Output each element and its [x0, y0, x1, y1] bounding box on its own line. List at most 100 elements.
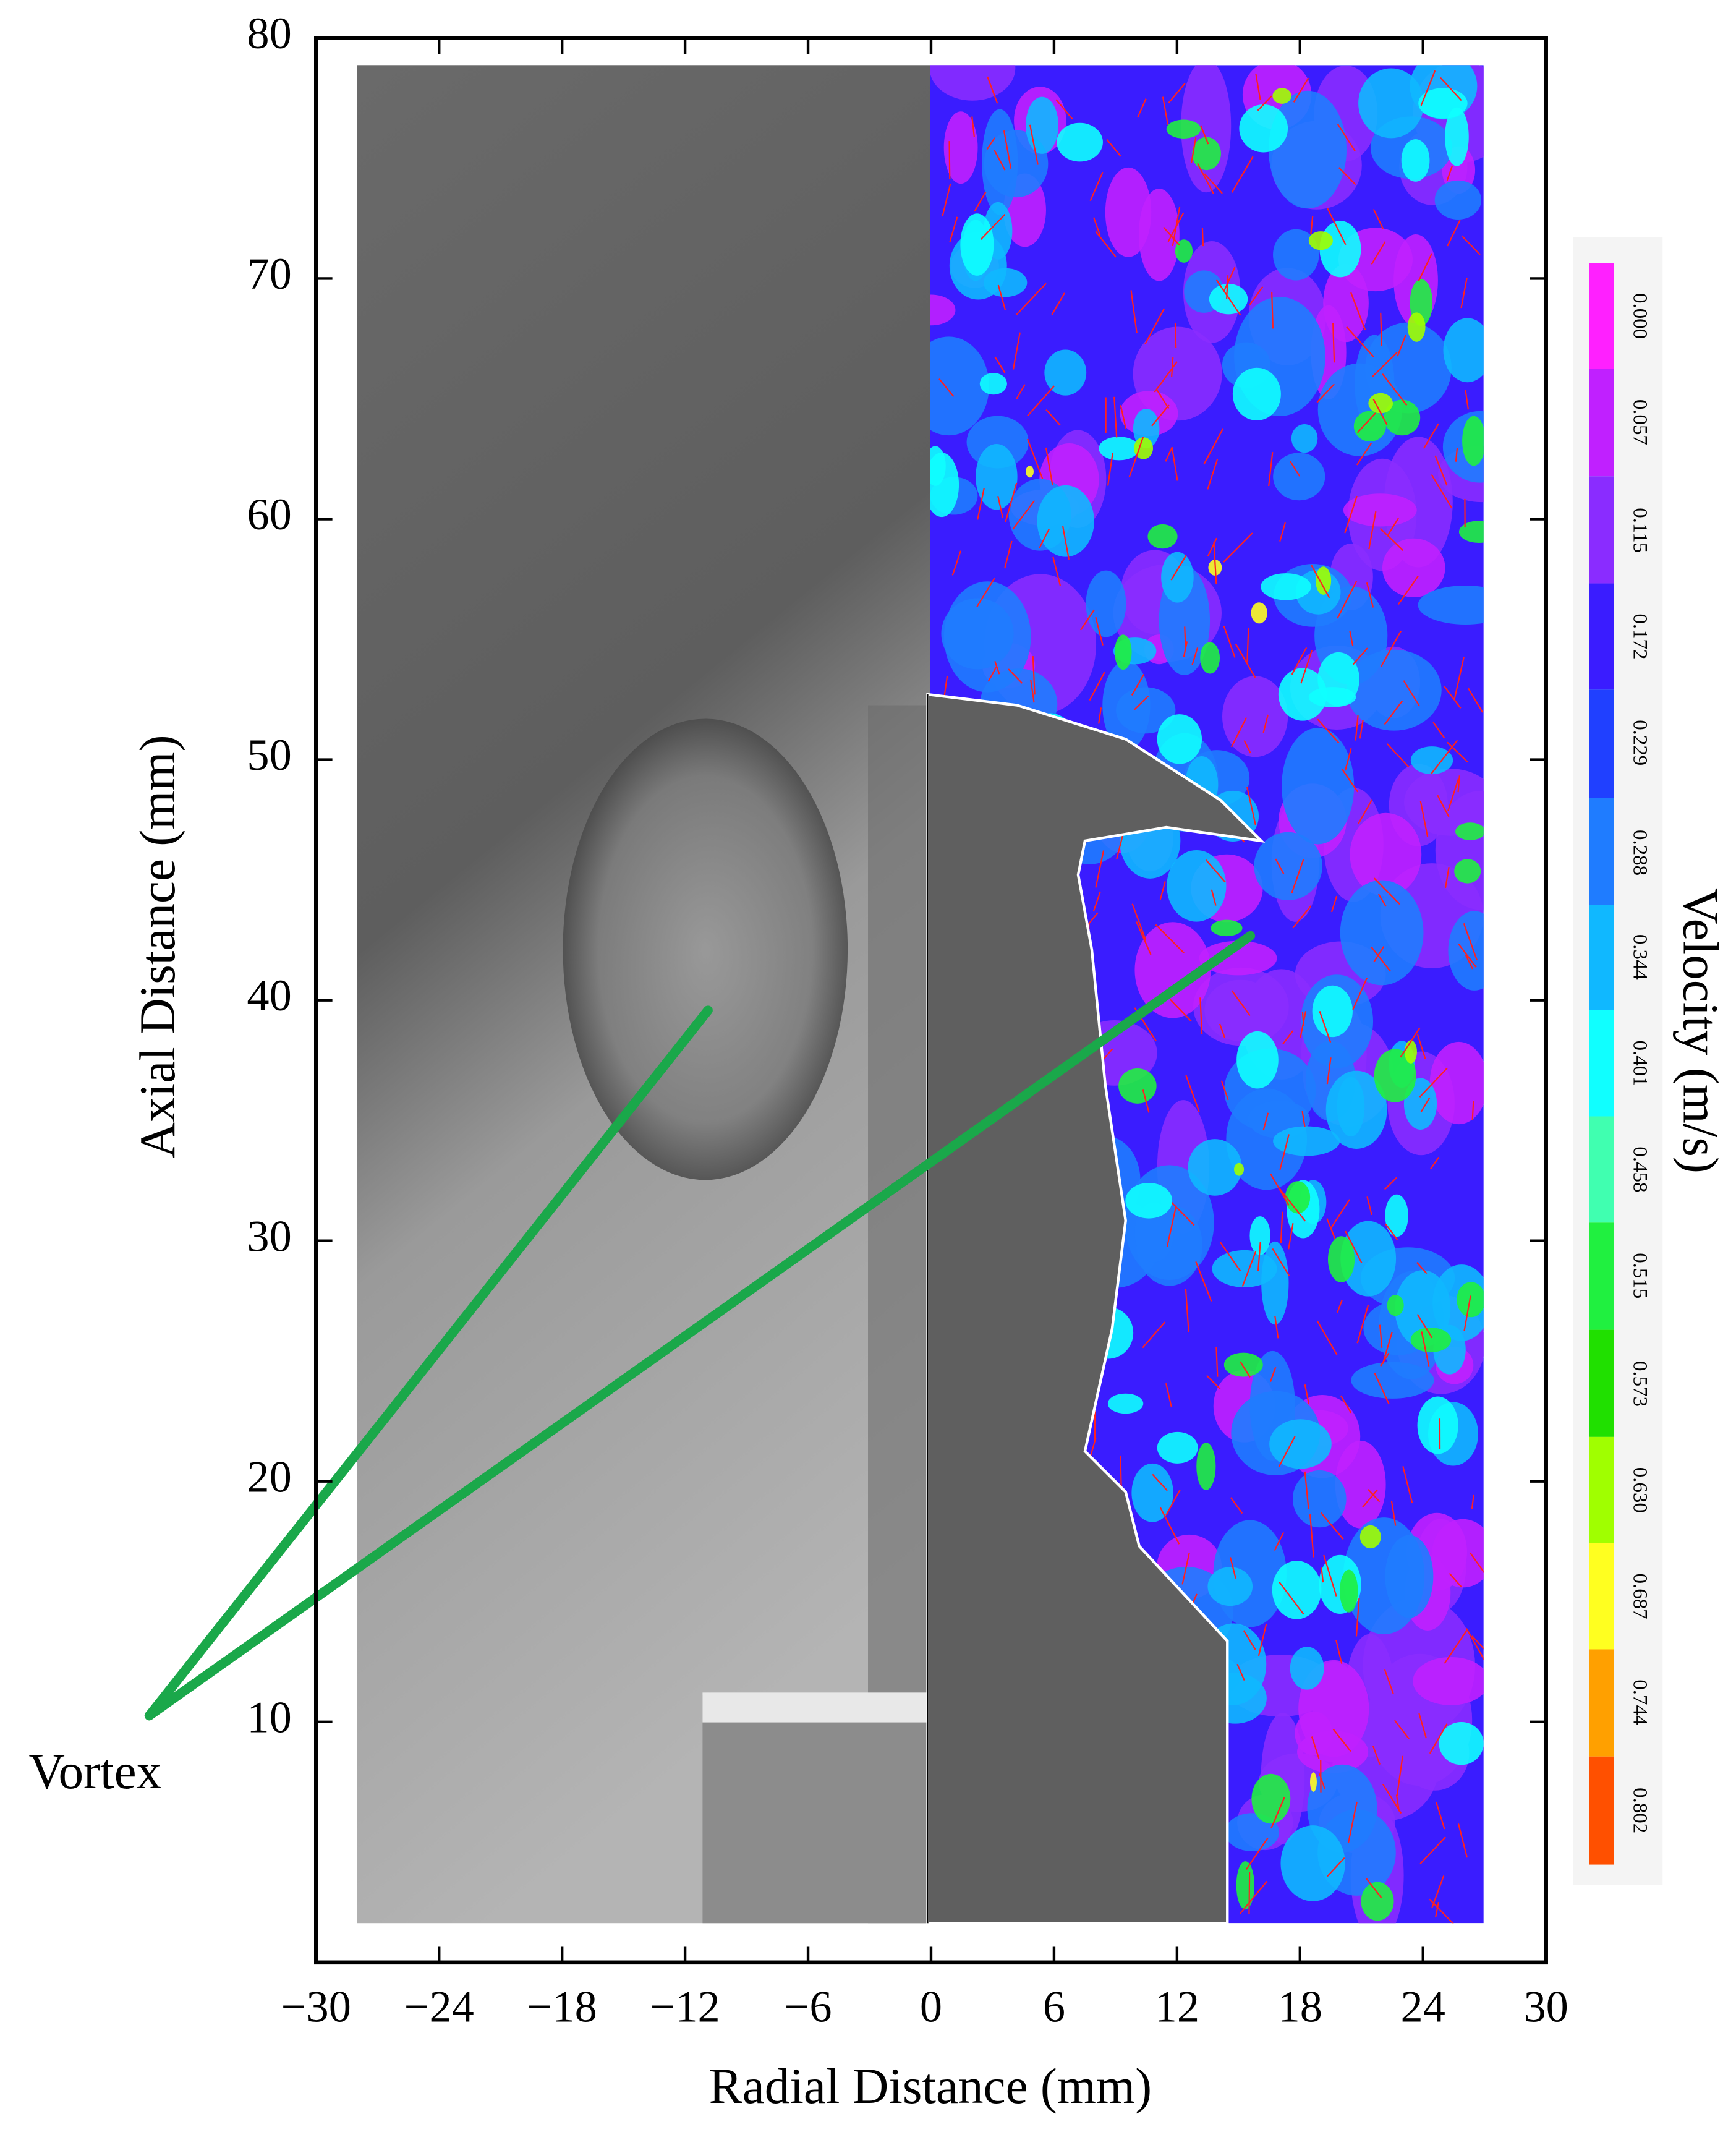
velocity-arrow — [1030, 680, 1035, 703]
velocity-arrow — [1385, 1223, 1398, 1240]
velocity-arrow — [1004, 540, 1013, 569]
velocity-arrow — [1384, 700, 1403, 725]
field-blob — [1346, 649, 1442, 731]
velocity-arrow — [1226, 275, 1229, 299]
velocity-arrow — [1437, 795, 1450, 817]
velocity-arrow — [1230, 717, 1248, 748]
velocity-arrow — [997, 495, 1004, 519]
velocity-arrow — [1359, 719, 1364, 739]
colorbar-band — [1589, 1649, 1614, 1757]
velocity-arrow — [1372, 398, 1388, 425]
field-blob — [1417, 1396, 1458, 1454]
velocity-arrow — [1419, 1067, 1448, 1098]
velocity-arrow — [1311, 565, 1330, 599]
velocity-arrow — [1045, 447, 1053, 486]
field-blob — [1157, 1431, 1198, 1464]
colorbar-band — [1589, 1436, 1614, 1543]
velocity-arrow — [1051, 292, 1065, 315]
velocity-arrow — [1317, 718, 1340, 744]
velocity-arrow — [1471, 1494, 1474, 1509]
velocity-arrow — [1341, 769, 1359, 793]
velocity-arrow — [1012, 500, 1036, 530]
velocity-arrow — [1089, 171, 1104, 202]
velocity-arrow — [1292, 905, 1312, 929]
velocity-arrow — [976, 578, 995, 607]
colorbar-tick-label: 0.515 — [1628, 1253, 1651, 1298]
velocity-arrow — [1062, 526, 1070, 560]
field-blob — [1290, 1647, 1324, 1690]
velocity-arrow — [1055, 99, 1073, 120]
field-blob — [1285, 1181, 1311, 1214]
velocity-arrow — [1418, 1713, 1427, 1739]
velocity-arrow — [1340, 1395, 1352, 1414]
x-tick-label: −18 — [527, 1982, 597, 2031]
velocity-arrow — [1465, 954, 1473, 970]
nozzle-edge — [702, 1692, 928, 1723]
velocity-arrow — [1229, 1557, 1236, 1579]
field-blob — [1107, 1393, 1144, 1414]
plot-area — [144, 65, 1484, 1925]
field-blob — [1273, 1126, 1340, 1156]
velocity-arrow — [1462, 235, 1481, 255]
field-blob — [1340, 1221, 1397, 1297]
velocity-arrow — [1346, 326, 1374, 357]
velocity-arrow — [1270, 1797, 1285, 1829]
velocity-arrow — [1045, 409, 1061, 426]
field-blob — [1037, 485, 1094, 557]
field-blob — [1282, 728, 1355, 845]
field-blob — [1353, 411, 1386, 442]
velocity-arrow — [1174, 323, 1177, 348]
velocity-arrow — [1220, 1080, 1229, 1101]
field-blob — [1086, 570, 1126, 637]
velocity-arrow — [1241, 1251, 1257, 1287]
field-blob — [1445, 107, 1469, 166]
velocity-arrow — [1381, 630, 1402, 667]
velocity-arrow — [1356, 1305, 1369, 1344]
annotation: Vortex — [28, 1744, 161, 1799]
velocity-arrow — [994, 356, 1006, 373]
velocity-arrow — [1465, 390, 1469, 410]
field-blob — [1261, 1241, 1289, 1325]
field-blob — [1114, 634, 1132, 670]
field-blob — [1134, 922, 1211, 1018]
colorbar-tick-label: 0.458 — [1628, 1146, 1651, 1192]
field-blob — [1308, 231, 1334, 250]
velocity-arrow — [1003, 130, 1012, 169]
velocity-arrow — [1155, 924, 1185, 953]
field-blob — [1134, 437, 1154, 459]
velocity-arrow — [1374, 1372, 1390, 1404]
velocity-arrow — [1384, 1669, 1394, 1695]
velocity-arrow — [1382, 1332, 1393, 1364]
colorbar-band — [1589, 1116, 1614, 1223]
y-tick-label: 50 — [247, 730, 291, 780]
velocity-arrow — [1255, 74, 1261, 100]
colorbar-tick-label: 0.229 — [1628, 720, 1651, 765]
velocity-arrow — [1355, 714, 1359, 741]
colorbar-band — [1589, 263, 1614, 369]
velocity-arrow — [1128, 437, 1144, 478]
velocity-arrow — [1396, 1755, 1403, 1796]
velocity-arrow — [1371, 352, 1398, 378]
velocity-arrow — [1181, 1553, 1190, 1585]
velocity-arrow — [1203, 428, 1224, 465]
velocity-arrow — [1435, 1901, 1440, 1917]
colorbar-band — [1589, 1756, 1614, 1865]
field-blob — [1410, 1328, 1452, 1353]
field-blob — [1462, 416, 1484, 466]
velocity-arrow — [1170, 555, 1187, 581]
velocity-arrow — [1338, 167, 1356, 185]
field-blob — [1374, 1049, 1416, 1102]
velocity-arrow — [1457, 775, 1460, 793]
velocity-arrow — [1026, 385, 1055, 417]
field-blob — [1385, 1535, 1434, 1618]
velocity-arrow — [987, 667, 997, 682]
field-blob — [1343, 493, 1417, 527]
colorbar-tick-label: 0.630 — [1628, 1467, 1651, 1513]
field-blob — [1443, 318, 1484, 383]
velocity-arrow — [1290, 461, 1301, 477]
velocity-arrow — [971, 116, 976, 138]
velocity-arrow — [1323, 1554, 1337, 1597]
velocity-arrow — [1279, 1188, 1306, 1222]
field-blob — [1407, 312, 1426, 342]
field-blob — [1239, 104, 1288, 153]
